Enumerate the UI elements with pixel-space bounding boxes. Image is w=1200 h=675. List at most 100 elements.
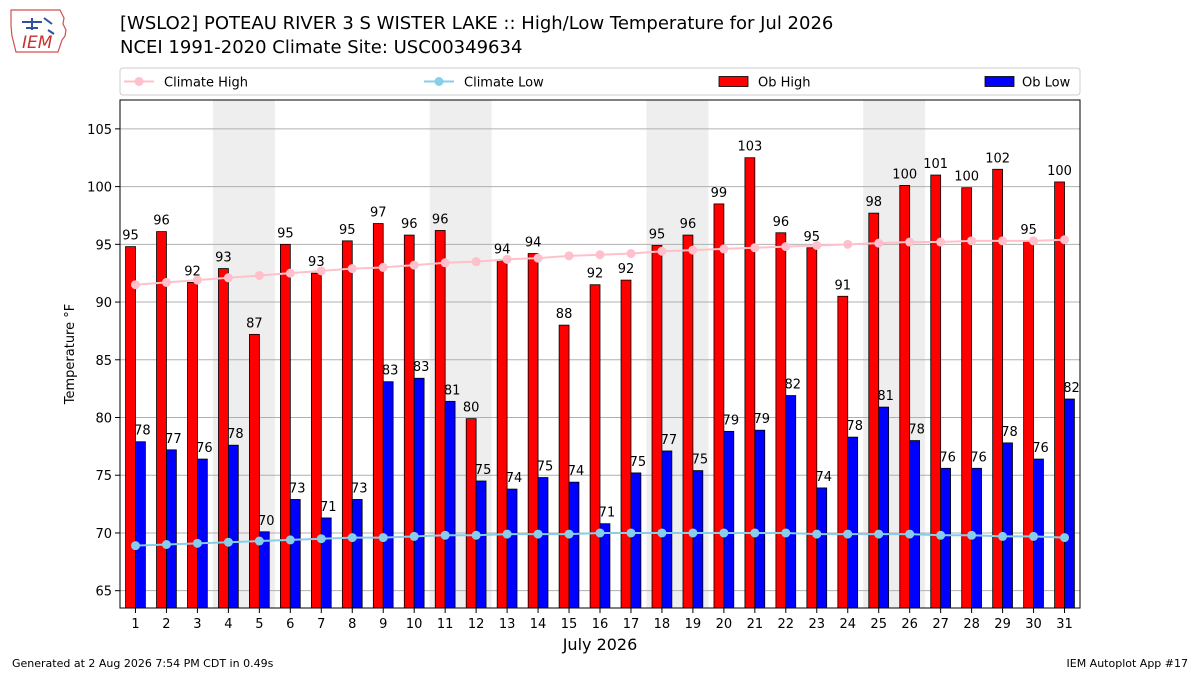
- climate-high-point: [471, 257, 481, 267]
- y-tick-label: 85: [95, 354, 112, 369]
- ob-high-value-label: 92: [184, 264, 201, 279]
- x-tick-label: 22: [778, 617, 795, 632]
- ob-low-bar: [444, 400, 456, 609]
- x-tick-label: 4: [224, 617, 232, 632]
- ob-high-bar: [961, 187, 973, 609]
- x-tick-label: 20: [716, 617, 733, 632]
- ob-high-value-label: 93: [215, 251, 232, 266]
- climate-low-point: [533, 529, 543, 539]
- climate-low-point: [440, 530, 450, 540]
- climate-high-point: [440, 258, 450, 268]
- ob-high-value-label: 100: [892, 167, 917, 182]
- ob-low-bar: [135, 441, 146, 609]
- ob-low-value-label: 76: [939, 450, 956, 465]
- climate-low-point: [936, 530, 946, 540]
- ob-low-value-label: 71: [320, 500, 337, 515]
- x-tick-label: 6: [286, 617, 294, 632]
- x-tick-label: 8: [348, 617, 356, 632]
- climate-low-point: [688, 528, 698, 538]
- climate-low-point: [843, 529, 853, 539]
- climate-low-point: [750, 528, 760, 538]
- ob-high-bar: [589, 284, 601, 609]
- x-tick-label: 15: [561, 617, 578, 632]
- climate-high-point: [130, 280, 140, 290]
- x-tick-label: 21: [747, 617, 764, 632]
- ob-low-value-label: 83: [382, 364, 399, 379]
- ob-low-value-label: 81: [444, 383, 461, 398]
- x-tick-label: 13: [499, 617, 516, 632]
- legend-ob-low-swatch: [984, 76, 1015, 87]
- ob-low-value-label: 78: [134, 424, 151, 439]
- legend-ob-low-label: Ob Low: [1022, 76, 1071, 91]
- ob-low-value-label: 74: [568, 464, 585, 479]
- x-tick-label: 24: [839, 617, 856, 632]
- ob-high-bar: [682, 234, 694, 609]
- ob-low-value-label: 73: [289, 481, 306, 496]
- ob-high-value-label: 100: [1047, 164, 1072, 179]
- ob-low-bar: [1064, 398, 1075, 609]
- ob-low-bar: [630, 472, 642, 609]
- y-tick-label: 70: [95, 527, 112, 542]
- ob-low-value-label: 78: [227, 427, 244, 442]
- x-tick-label: 26: [901, 617, 918, 632]
- x-tick-label: 14: [530, 617, 547, 632]
- legend-climate-high-label: Climate High: [164, 76, 248, 91]
- x-tick-label: 28: [963, 617, 980, 632]
- climate-high-point: [564, 251, 574, 261]
- x-tick-label: 9: [379, 617, 387, 632]
- climate-high-point: [378, 262, 388, 272]
- climate-high-point: [998, 236, 1008, 246]
- ob-low-value-label: 78: [908, 423, 925, 438]
- ob-low-value-label: 75: [475, 463, 492, 478]
- climate-high-point: [533, 253, 543, 263]
- climate-high-point: [843, 239, 853, 249]
- logo-text: IEM: [22, 33, 53, 53]
- climate-high-point: [347, 264, 357, 274]
- iem-logo-icon: IEM: [10, 9, 67, 53]
- ob-high-bar: [806, 247, 818, 609]
- climate-high-point: [781, 242, 791, 252]
- ob-low-value-label: 81: [877, 389, 894, 404]
- climate-high-point: [874, 238, 884, 248]
- ob-low-value-label: 71: [599, 506, 616, 521]
- ob-high-value-label: 92: [618, 262, 635, 277]
- ob-high-value-label: 91: [835, 278, 852, 293]
- ob-low-value-label: 74: [506, 471, 523, 486]
- ob-high-value-label: 103: [737, 140, 762, 155]
- ob-high-value-label: 94: [494, 242, 511, 257]
- ob-high-bar: [620, 279, 632, 609]
- climate-low-point: [347, 533, 357, 543]
- climate-low-point: [657, 528, 667, 538]
- ob-high-bar: [744, 157, 756, 609]
- climate-high-point: [223, 273, 233, 283]
- x-tick-label: 25: [870, 617, 887, 632]
- climate-high-point: [657, 246, 667, 256]
- ob-high-value-label: 87: [246, 316, 263, 331]
- ob-high-value-label: 95: [122, 229, 139, 244]
- climate-low-point: [719, 528, 729, 538]
- ob-low-value-label: 75: [537, 460, 554, 475]
- ob-low-value-label: 70: [258, 514, 275, 529]
- x-tick-label: 17: [623, 617, 640, 632]
- x-tick-label: 31: [1056, 617, 1073, 632]
- climate-high-point: [192, 275, 202, 285]
- climate-low-point: [223, 537, 233, 547]
- ob-low-bar: [1002, 442, 1013, 609]
- climate-high-point: [688, 245, 698, 255]
- legend-climate-low-marker: [434, 77, 444, 86]
- climate-high-point: [812, 240, 822, 250]
- climate-low-point: [130, 541, 140, 551]
- legend-box: [119, 67, 1081, 96]
- ob-low-bar: [878, 406, 890, 609]
- ob-low-value-label: 82: [1063, 381, 1080, 396]
- ob-high-bar: [496, 260, 508, 609]
- legend-ob-high-swatch: [718, 76, 749, 87]
- ob-low-value-label: 73: [351, 481, 368, 496]
- climate-high-point: [161, 277, 171, 287]
- chart-title: [WSLO2] POTEAU RIVER 3 S WISTER LAKE :: …: [120, 13, 834, 34]
- y-tick-label: 75: [95, 469, 112, 484]
- ob-high-value-label: 96: [432, 212, 449, 227]
- climate-high-point: [285, 268, 295, 278]
- ob-high-bar: [310, 272, 322, 609]
